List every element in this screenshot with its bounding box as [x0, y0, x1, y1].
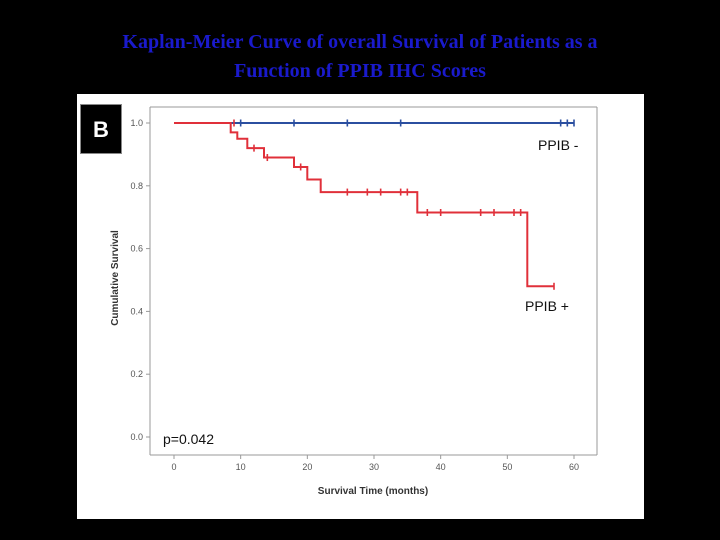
y-axis-title: Cumulative Survival: [110, 230, 121, 326]
x-tick-label: 30: [369, 462, 379, 472]
x-tick-label: 60: [569, 462, 579, 472]
p-value-annotation: p=0.042: [163, 431, 214, 447]
x-tick-label: 20: [302, 462, 312, 472]
y-tick-label: 0.2: [130, 369, 143, 379]
x-tick-label: 10: [236, 462, 246, 472]
y-tick-label: 0.4: [130, 306, 143, 316]
slide-title: Kaplan-Meier Curve of overall Survival o…: [40, 28, 680, 86]
series-line-ppib-positive: [174, 122, 554, 288]
figure-panel: [77, 94, 644, 519]
chart-axes: 0.0 0.2 0.4 0.6 0.8 1.0 0 10 20 30 40 50 60: [130, 106, 598, 472]
chart-series: [174, 119, 575, 290]
panel-label-badge: B: [80, 104, 122, 154]
series-label-ppib-positive: PPIB +: [525, 298, 569, 314]
slide-title-line-1: Kaplan-Meier Curve of overall Survival o…: [122, 31, 598, 53]
x-tick-label: 40: [436, 462, 446, 472]
x-tick-label: 0: [171, 462, 176, 472]
y-tick-label: 0.6: [130, 244, 143, 254]
y-tick-label: 0.0: [130, 432, 143, 442]
y-tick-label: 1.0: [130, 118, 143, 128]
slide-title-line-2: Function of PPIB IHC Scores: [234, 60, 486, 82]
x-tick-label: 50: [502, 462, 512, 472]
x-axis-title: Survival Time (months): [318, 486, 428, 497]
series-label-ppib-negative: PPIB -: [538, 137, 579, 153]
y-tick-label: 0.8: [130, 181, 143, 191]
